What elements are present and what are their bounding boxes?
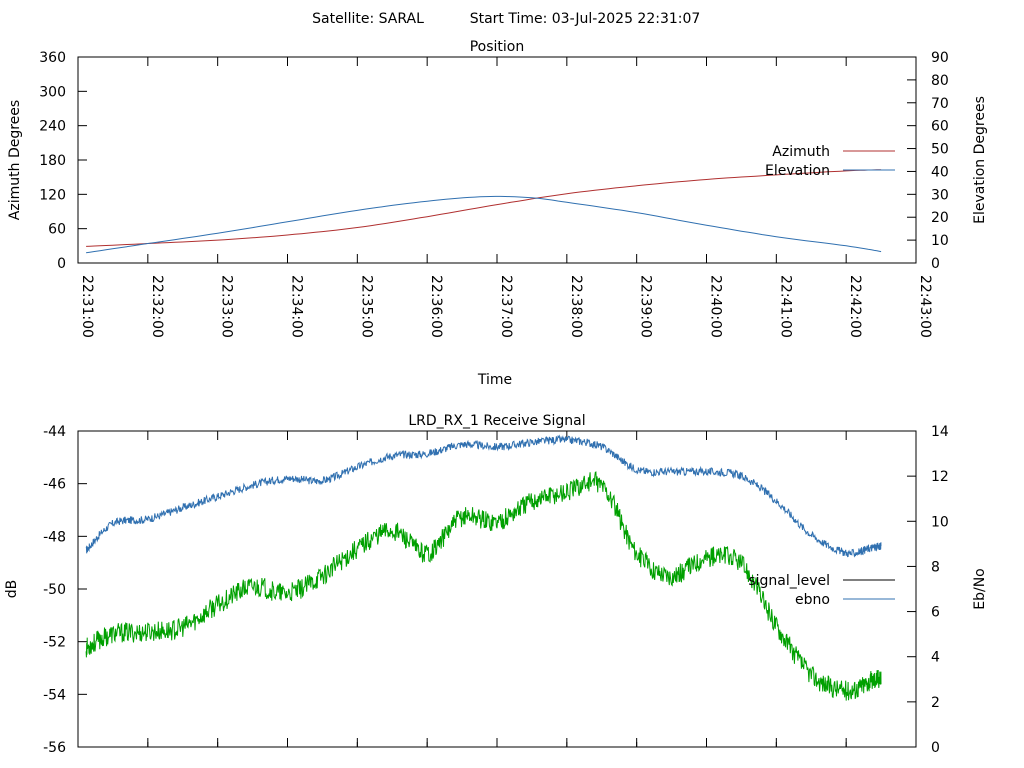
y-tick-label: -54 xyxy=(43,687,66,703)
x-tick-label: 22:32:00 xyxy=(149,275,165,338)
position-chart-title: Position xyxy=(470,39,525,55)
y2-tick-label: 40 xyxy=(931,164,949,180)
position-plot-frame xyxy=(77,56,917,264)
x-tick-label: 22:31:00 xyxy=(79,275,95,338)
y-tick-label: 240 xyxy=(39,119,66,135)
position-y-axis-label: Azimuth Degrees xyxy=(7,100,23,220)
y2-tick-label: 70 xyxy=(931,96,949,112)
y-tick-label: -56 xyxy=(43,740,66,756)
signal-chart-title: LRD_RX_1 Receive Signal xyxy=(408,413,585,429)
y-tick-label: 180 xyxy=(39,153,66,169)
x-tick-label: 22:33:00 xyxy=(219,275,235,338)
y-tick-label: -52 xyxy=(43,635,66,651)
y-tick-label: 120 xyxy=(39,187,66,203)
x-tick-label: 22:38:00 xyxy=(568,275,584,338)
x-tick-label: 22:42:00 xyxy=(847,275,863,338)
position-chart: Position 0 60 120 180 240 300 360 0 10 20 30 40 50 60… xyxy=(7,39,988,388)
x-tick-label: 22:41:00 xyxy=(777,275,793,338)
y-tick-label: 60 xyxy=(48,222,66,238)
y2-tick-label: 6 xyxy=(931,605,940,621)
y-tick-label: -48 xyxy=(43,529,66,545)
y-tick-label: 300 xyxy=(39,84,66,100)
y2-tick-label: 8 xyxy=(931,559,940,575)
x-tick-label: 22:35:00 xyxy=(358,275,374,338)
position-series xyxy=(86,169,882,254)
signal-plot-frame xyxy=(77,430,917,748)
y2-tick-label: 10 xyxy=(931,514,949,530)
position-x-axis-label: Time xyxy=(477,372,512,388)
legend-label-Elevation: Elevation xyxy=(765,163,830,179)
x-tick-label: 22:36:00 xyxy=(428,275,444,338)
signal-y2-axis-label: Eb/No xyxy=(972,568,988,610)
satellite-label: Satellite: SARAL xyxy=(312,11,424,27)
y-tick-label: -44 xyxy=(43,424,66,440)
y2-tick-label: 60 xyxy=(931,119,949,135)
x-tick-label: 22:40:00 xyxy=(708,275,724,338)
signal-y-axis-label: dB xyxy=(4,580,20,599)
y-tick-label: -50 xyxy=(43,582,66,598)
x-tick-label: 22:34:00 xyxy=(289,275,305,338)
start-time-label: Start Time: 03-Jul-2025 22:31:07 xyxy=(470,11,701,27)
Elevation-line xyxy=(86,195,882,254)
signal-chart: LRD_RX_1 Receive Signal -56-54-52-50-48-… xyxy=(4,413,988,756)
y2-tick-label: 80 xyxy=(931,73,949,89)
y2-tick-label: 20 xyxy=(931,210,949,226)
unlabeled-line xyxy=(85,471,882,701)
y2-tick-label: 12 xyxy=(931,469,949,485)
y2-tick-label: 50 xyxy=(931,142,949,158)
y-tick-label: -46 xyxy=(43,477,66,493)
x-tick-label: 22:43:00 xyxy=(917,275,933,338)
y2-tick-label: 0 xyxy=(931,256,940,272)
y2-tick-label: 30 xyxy=(931,187,949,203)
y2-tick-label: 90 xyxy=(931,50,949,66)
ebno-line xyxy=(85,434,882,558)
x-tick-label: 22:39:00 xyxy=(638,275,654,338)
y-tick-label: 360 xyxy=(39,50,66,66)
y-tick-label: 0 xyxy=(57,256,66,272)
signal-series xyxy=(85,434,882,701)
position-legend: Azimuth Elevation xyxy=(765,144,895,179)
legend-label-Azimuth: Azimuth xyxy=(772,144,830,160)
y2-tick-label: 10 xyxy=(931,233,949,249)
legend-label-signal_level: signal_level xyxy=(748,573,830,589)
position-y2-axis-label: Elevation Degrees xyxy=(972,96,988,224)
y2-tick-label: 2 xyxy=(931,695,940,711)
Azimuth-line xyxy=(86,169,882,247)
y2-tick-label: 4 xyxy=(931,650,940,666)
signal-axis-ticks: -56 -54 -52 -50 -48 -46 -44 0 2 4 6 8 10 12 14 xyxy=(43,424,949,756)
y2-tick-label: 0 xyxy=(931,740,940,756)
x-tick-label: 22:37:00 xyxy=(498,275,514,338)
legend-label-ebno: ebno xyxy=(795,592,830,608)
y2-tick-label: 14 xyxy=(931,424,949,440)
position-axis-ticks: 0 60 120 180 240 300 360 0 10 20 30 40 50 60 70 80 90 22:… xyxy=(39,50,949,338)
